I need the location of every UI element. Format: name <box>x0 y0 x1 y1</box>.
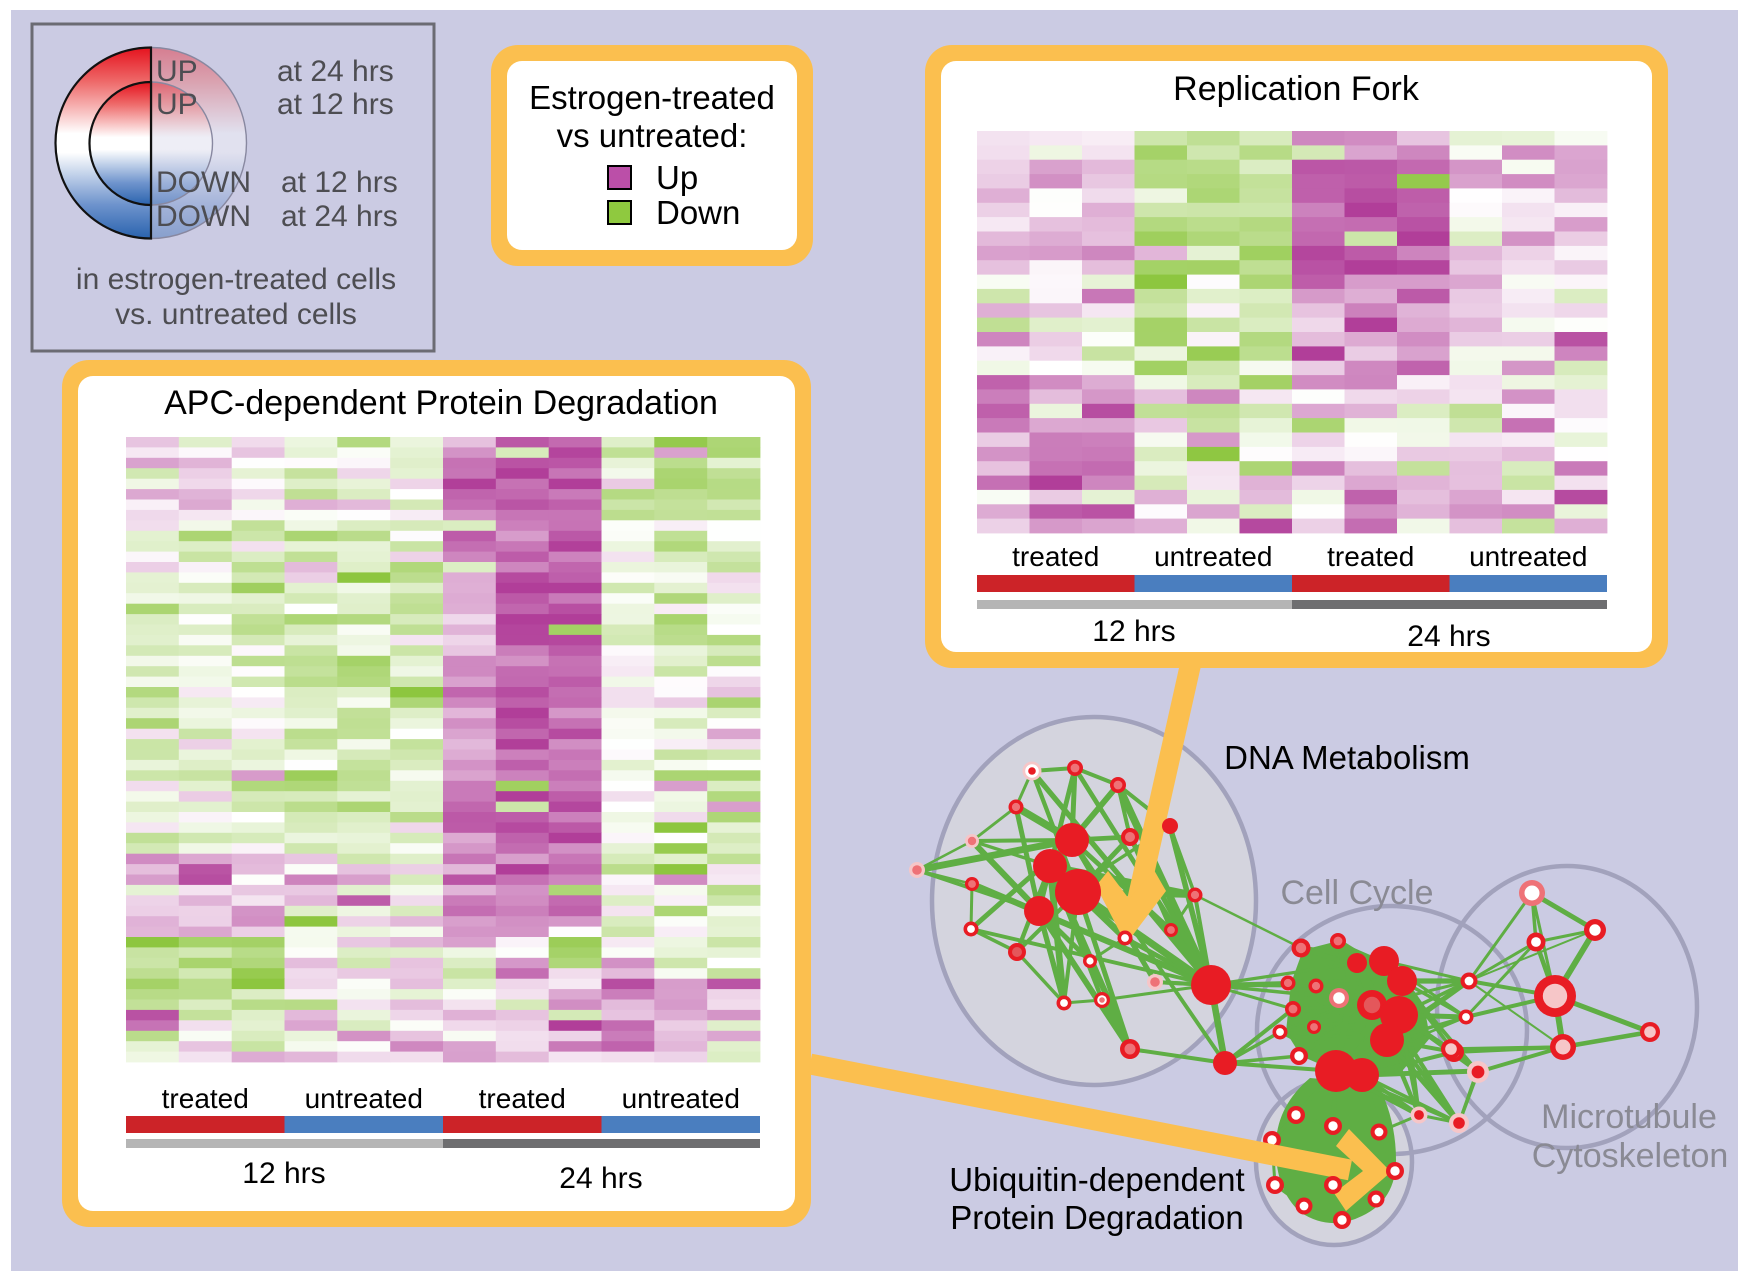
svg-text:treated: treated <box>1327 541 1414 572</box>
svg-text:UP: UP <box>156 55 198 88</box>
svg-text:treated: treated <box>162 1083 249 1114</box>
svg-text:Replication Fork: Replication Fork <box>1173 70 1420 108</box>
svg-text:DOWN: DOWN <box>156 166 251 199</box>
svg-text:untreated: untreated <box>1469 541 1587 572</box>
svg-text:treated: treated <box>479 1083 566 1114</box>
svg-text:Down: Down <box>656 194 740 231</box>
svg-text:Cell Cycle: Cell Cycle <box>1280 874 1433 912</box>
svg-text:24 hrs: 24 hrs <box>1407 620 1490 653</box>
svg-text:vs. untreated cells: vs. untreated cells <box>115 298 357 331</box>
svg-text:Up: Up <box>656 159 698 196</box>
svg-text:UP: UP <box>156 88 198 121</box>
svg-text:Cytoskeleton: Cytoskeleton <box>1532 1137 1729 1175</box>
svg-text:24 hrs: 24 hrs <box>559 1162 642 1195</box>
svg-text:APC-dependent Protein Degradat: APC-dependent Protein Degradation <box>164 384 718 422</box>
svg-text:Ubiquitin-dependent: Ubiquitin-dependent <box>949 1161 1244 1198</box>
svg-text:treated: treated <box>1012 541 1099 572</box>
svg-text:DNA Metabolism: DNA Metabolism <box>1224 739 1470 776</box>
svg-text:Protein Degradation: Protein Degradation <box>950 1199 1244 1236</box>
svg-text:DOWN: DOWN <box>156 200 251 233</box>
svg-text:at 12 hrs: at 12 hrs <box>281 166 398 199</box>
svg-text:Microtubule: Microtubule <box>1541 1098 1717 1136</box>
svg-text:in estrogen-treated cells: in estrogen-treated cells <box>76 263 396 296</box>
svg-text:untreated: untreated <box>305 1083 423 1114</box>
svg-text:vs untreated:: vs untreated: <box>557 117 748 154</box>
svg-text:12 hrs: 12 hrs <box>1092 615 1175 648</box>
svg-text:untreated: untreated <box>1154 541 1272 572</box>
svg-text:at 12 hrs: at 12 hrs <box>277 88 394 121</box>
svg-text:12 hrs: 12 hrs <box>242 1157 325 1190</box>
svg-text:Estrogen-treated: Estrogen-treated <box>529 79 775 116</box>
svg-text:at 24 hrs: at 24 hrs <box>277 55 394 88</box>
svg-text:untreated: untreated <box>622 1083 740 1114</box>
svg-text:at 24 hrs: at 24 hrs <box>281 200 398 233</box>
